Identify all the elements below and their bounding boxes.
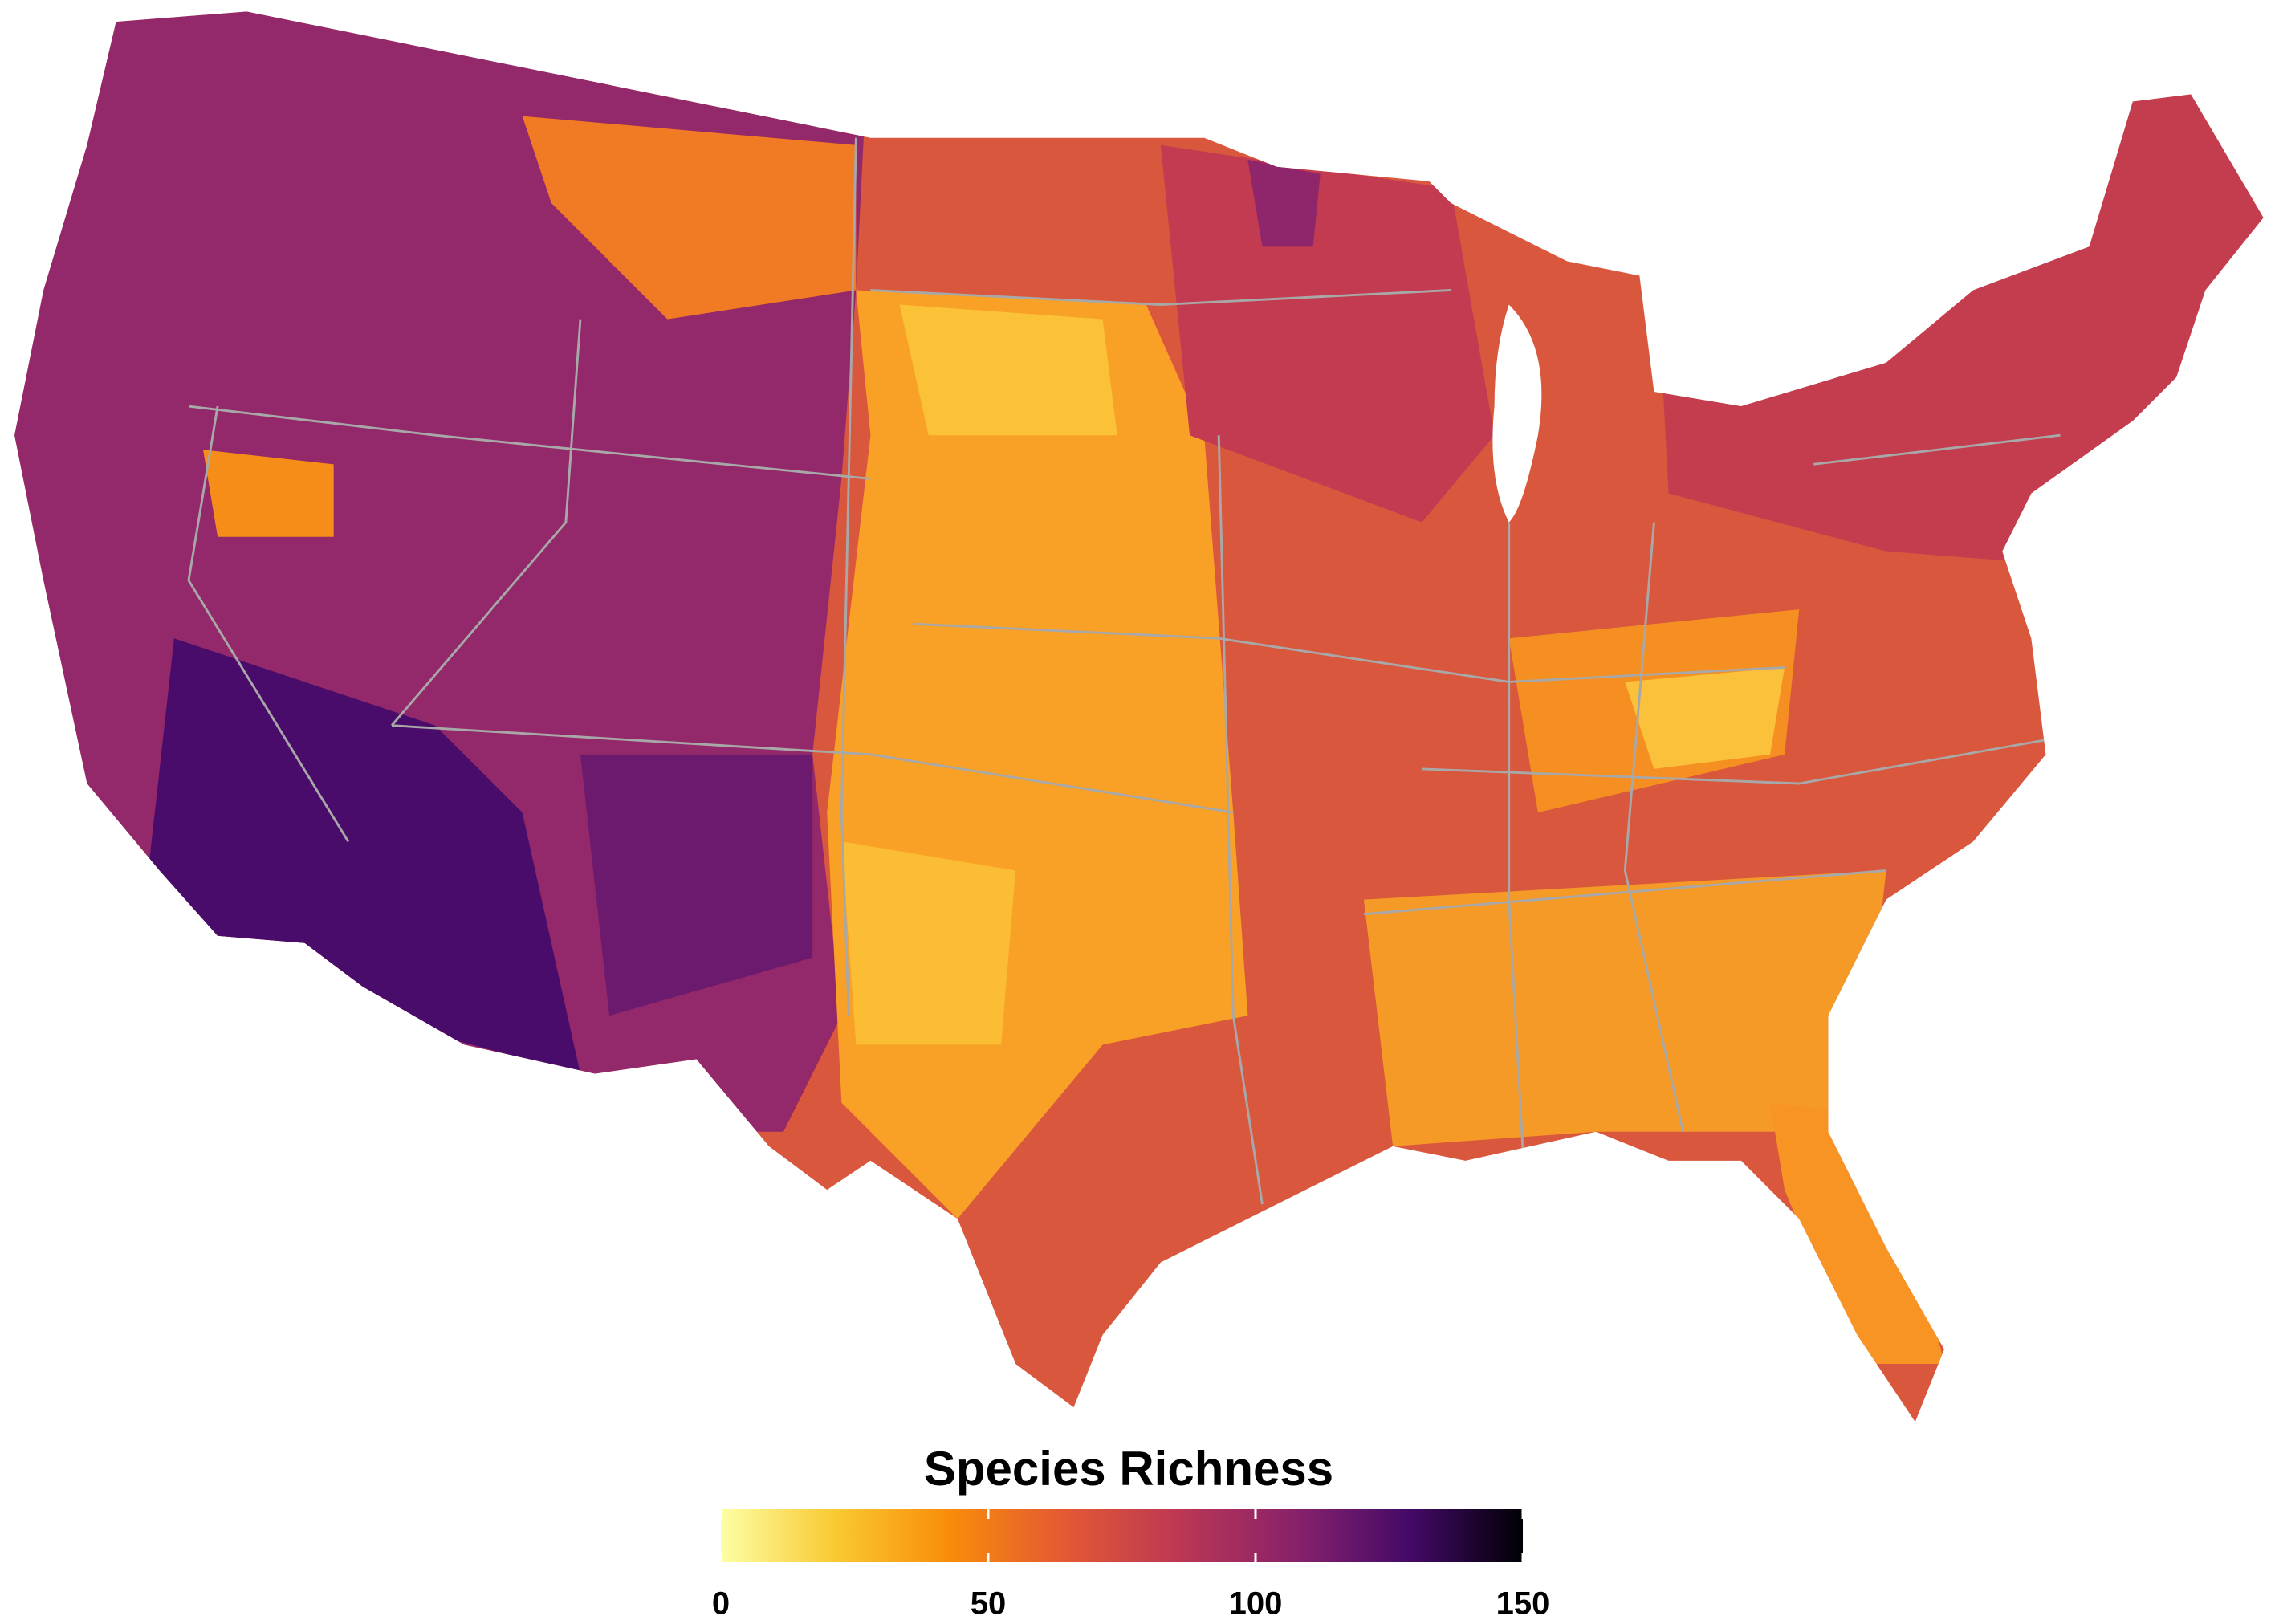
legend-title: Species Richness — [924, 1442, 1333, 1496]
tick-label: 150 — [1496, 1586, 1550, 1622]
tick-label: 50 — [971, 1586, 1007, 1622]
us-map — [14, 11, 2264, 1423]
tick-label: 100 — [1229, 1586, 1283, 1622]
tick-label: 0 — [712, 1586, 730, 1622]
colorbar — [721, 1509, 1523, 1562]
